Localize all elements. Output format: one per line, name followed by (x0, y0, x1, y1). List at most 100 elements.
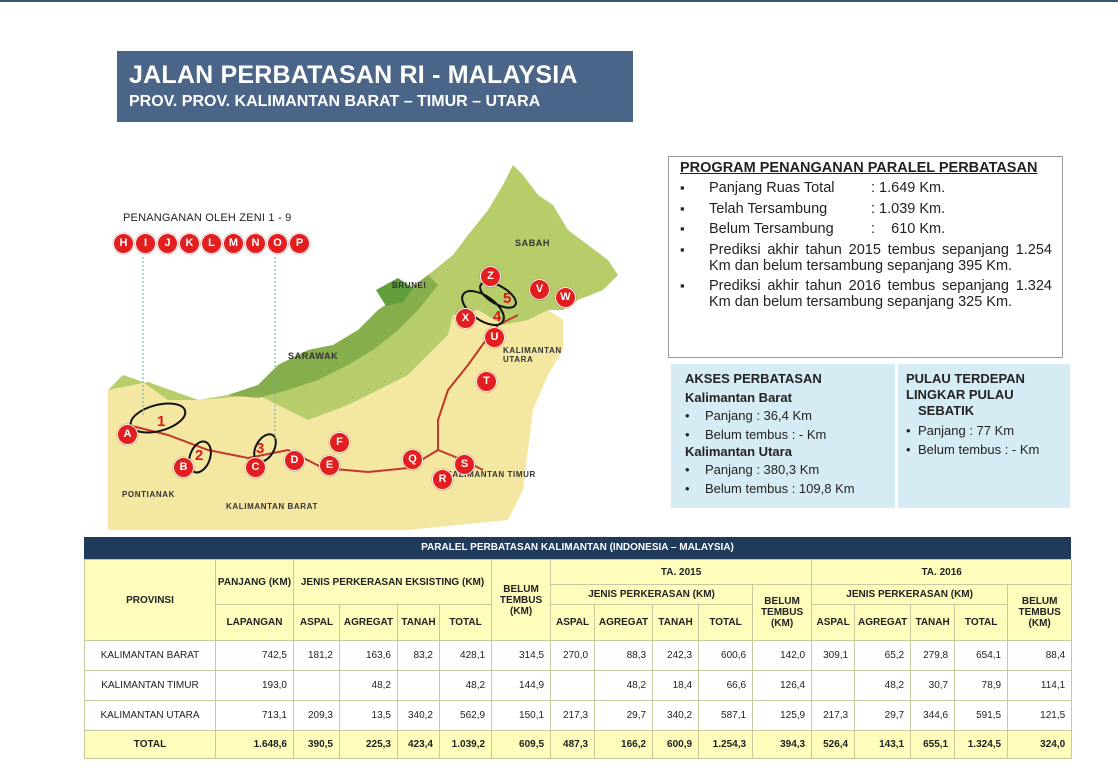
list-item: Belum tembus : - Km (906, 440, 1070, 459)
pulau-title-3: SEBATIK (918, 403, 975, 418)
zeni-marker-j: J (157, 233, 178, 254)
list-item: Panjang : 77 Km (906, 421, 1070, 440)
zeni-marker-n: N (245, 233, 266, 254)
program-box: PROGRAM PENANGANAN PARALEL PERBATASAN Pa… (668, 156, 1063, 358)
table-row: KALIMANTAN UTARA 713,1 209,3 13,5 340,2 … (84, 700, 1073, 731)
th-aspal-2015: ASPAL (550, 604, 596, 641)
akses-kaltara-title: Kalimantan Utara (685, 444, 792, 459)
table-row: KALIMANTAN TIMUR 193,0 48,2 48,2 144,9 4… (84, 670, 1073, 701)
map-label-kaltara: KALIMANTAN UTARA (503, 346, 562, 364)
th-jenis-eksisting: JENIS PERKERASAN EKSISTING (KM) (292, 559, 493, 605)
map-label-sabah: SABAH (515, 238, 551, 248)
segment-marker-w: W (555, 287, 576, 308)
list-item: Belum tembus : 109,8 Km (685, 479, 895, 498)
sarawak-region (228, 275, 438, 398)
segment-marker-x: X (455, 308, 476, 329)
program-title: PROGRAM PENANGANAN PARALEL PERBATASAN (680, 160, 1038, 176)
segment-marker-f: F (329, 432, 350, 453)
segment-marker-c: C (245, 457, 266, 478)
title-banner: JALAN PERBATASAN RI - MALAYSIA PROV. PRO… (117, 51, 633, 122)
program-item: Panjang Ruas Total: 1.649 Km. (679, 180, 1052, 196)
pulau-box: PULAU TERDEPAN LINGKAR PULAU SEBATIK Pan… (898, 364, 1070, 508)
akses-title: AKSES PERBATASAN (685, 371, 822, 386)
th-aspal-2016: ASPAL (811, 604, 856, 641)
zeni-label: PENANGANAN OLEH ZENI 1 - 9 (123, 212, 292, 224)
table-total-row: TOTAL 1.648,6 390,5 225,3 423,4 1.039,2 … (84, 730, 1073, 759)
pulau-title-2: LINGKAR PULAU (906, 387, 1014, 402)
table-row: KALIMANTAN BARAT 742,5 181,2 163,6 83,2 … (84, 640, 1073, 671)
segment-number-5: 5 (503, 290, 512, 307)
top-rule (0, 0, 1118, 2)
table-banner: PARALEL PERBATASAN KALIMANTAN (INDONESIA… (84, 537, 1071, 559)
th-total-2016: TOTAL (954, 604, 1009, 641)
segment-number-1: 1 (157, 413, 166, 430)
akses-kaltara-list: Panjang : 380,3 Km Belum tembus : 109,8 … (685, 460, 895, 498)
segment-ellipse-5 (479, 281, 517, 309)
segment-ellipse-2 (188, 440, 212, 474)
zeni-marker-p: P (289, 233, 310, 254)
th-jenis-2015: JENIS PERKERASAN (KM) (550, 584, 754, 605)
segment-number-4: 4 (493, 308, 502, 325)
segment-marker-a: A (117, 424, 138, 445)
segment-marker-d: D (284, 450, 305, 471)
segment-marker-u: U (484, 327, 505, 348)
th-tanah-2015: TANAH (652, 604, 700, 641)
zeni-marker-i: I (135, 233, 156, 254)
th-panjang: PANJANG (KM) (215, 559, 294, 605)
th-jenis-2016: JENIS PERKERASAN (KM) (811, 584, 1009, 605)
zeni-marker-m: M (223, 233, 244, 254)
th-agregat-2016: AGREGAT (854, 604, 912, 641)
map-label-brunei: BRUNEI (392, 281, 427, 290)
th-belum-tembus: BELUM TEMBUS (KM) (491, 559, 552, 641)
segment-marker-z: Z (480, 266, 501, 287)
segment-marker-r: R (432, 469, 453, 490)
th-ta2016: TA. 2016 (811, 559, 1073, 585)
program-list: Panjang Ruas Total: 1.649 Km. Telah Ters… (679, 180, 1052, 310)
segment-marker-b: B (173, 457, 194, 478)
th-agregat-2015: AGREGAT (594, 604, 654, 641)
th-tanah-2016: TANAH (910, 604, 956, 641)
brunei-region (376, 278, 413, 306)
pulau-list: Panjang : 77 Km Belum tembus : - Km (906, 421, 1070, 459)
page-title: JALAN PERBATASAN RI - MALAYSIA (129, 61, 578, 89)
malaysia-region (108, 165, 618, 420)
page-subtitle: PROV. PROV. KALIMANTAN BARAT – TIMUR – U… (129, 93, 541, 110)
th-tanah: TANAH (397, 604, 440, 641)
segment-marker-q: Q (402, 449, 423, 470)
th-lapangan: LAPANGAN (215, 604, 294, 641)
list-item: Belum tembus : - Km (685, 425, 895, 444)
akses-kalbar-list: Panjang : 36,4 Km Belum tembus : - Km (685, 406, 895, 444)
th-provinsi: PROVINSI (84, 559, 216, 641)
segment-marker-t: T (476, 371, 497, 392)
map-label-pontianak: PONTIANAK (122, 490, 175, 499)
list-item: Panjang : 380,3 Km (685, 460, 895, 479)
program-prediction: Prediksi akhir tahun 2015 tembus sepanja… (679, 242, 1052, 274)
segment-marker-v: V (529, 279, 550, 300)
list-item: Panjang : 36,4 Km (685, 406, 895, 425)
th-total-2015: TOTAL (698, 604, 754, 641)
program-item: Telah Tersambung: 1.039 Km. (679, 201, 1052, 217)
zeni-marker-h: H (113, 233, 134, 254)
akses-box: AKSES PERBATASAN Kalimantan Barat Panjan… (671, 364, 895, 508)
segment-number-2: 2 (195, 447, 204, 464)
th-aspal: ASPAL (293, 604, 340, 641)
map-label-sarawak: SARAWAK (288, 351, 339, 361)
zeni-marker-k: K (179, 233, 200, 254)
data-table-section: PARALEL PERBATASAN KALIMANTAN (INDONESIA… (84, 537, 1073, 759)
program-item: Belum Tersambung: 610 Km. (679, 221, 1052, 237)
th-total: TOTAL (438, 604, 493, 641)
zeni-marker-o: O (267, 233, 288, 254)
akses-kalbar-title: Kalimantan Barat (685, 390, 792, 405)
th-belum-2016: BELUM TEMBUS (KM) (1007, 584, 1073, 641)
segment-number-3: 3 (256, 440, 265, 457)
zeni-marker-l: L (201, 233, 222, 254)
map-label-kaltim: KALIMANTAN TIMUR (446, 470, 536, 479)
segment-ellipse-4 (461, 290, 505, 326)
map-label-kalbar: KALIMANTAN BARAT (226, 502, 318, 511)
segment-marker-s: S (454, 454, 475, 475)
th-ta2015: TA. 2015 (550, 559, 813, 585)
th-belum-2015: BELUM TEMBUS (KM) (752, 584, 813, 641)
segment-marker-e: E (319, 455, 340, 476)
data-table: PROVINSI PANJANG (KM) JENIS PERKERASAN E… (84, 559, 1073, 759)
th-agregat: AGREGAT (339, 604, 398, 641)
